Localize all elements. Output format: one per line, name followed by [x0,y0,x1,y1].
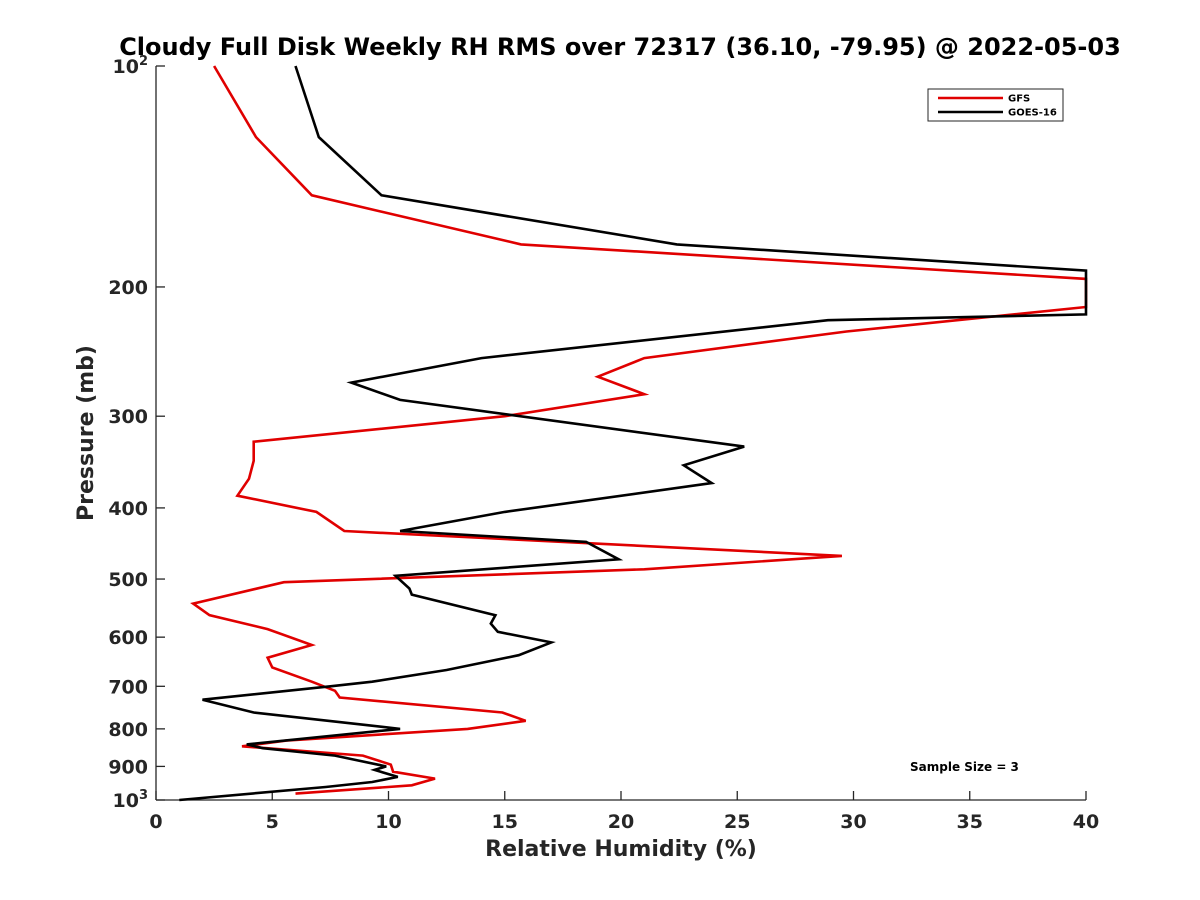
y-tick-label-3: 400 [108,498,148,520]
series-line-gfs [190,65,1088,795]
series-lines [179,65,1088,802]
legend-label-goes16: GOES-16 [1008,108,1057,119]
legend-label-gfs: GFS [1008,94,1030,105]
y-ticks: 102 200 300 400 500 600 700 800 900 103 [108,54,165,812]
x-tick-label-2: 10 [375,811,401,833]
x-tick-label-7: 35 [957,811,983,833]
y-tick-label-5: 600 [108,627,148,649]
x-tick-label-4: 20 [608,811,634,833]
y-tick-label-0: 102 [113,54,149,78]
y-tick-label-4: 500 [108,569,148,591]
legend: GFS GOES-16 [927,88,1064,122]
x-axis-label: Relative Humidity (%) [485,837,757,862]
x-tick-label-3: 15 [492,811,518,833]
y-tick-label-7: 800 [108,719,148,741]
plot-area: 0 5 10 15 20 25 30 35 40 102 200 300 400 500 600 700 80… [108,54,1099,833]
x-tick-label-6: 30 [840,811,866,833]
x-tick-label-1: 5 [266,811,279,833]
y-axis-label: Pressure (mb) [74,345,99,521]
legend-box [927,88,1064,122]
y-tick-label-6: 700 [108,676,148,698]
x-tick-label-0: 0 [149,811,162,833]
series-line-goes-16 [179,65,1088,802]
chart-title: Cloudy Full Disk Weekly RH RMS over 7231… [119,33,1121,61]
y-tick-label-1: 200 [108,277,148,299]
y-tick-label-8: 900 [108,756,148,778]
sample-size-annotation: Sample Size = 3 [910,760,1019,774]
x-ticks: 0 5 10 15 20 25 30 35 40 [149,791,1099,833]
y-tick-label-9: 103 [113,788,149,812]
x-tick-label-5: 25 [724,811,750,833]
x-tick-label-8: 40 [1073,811,1099,833]
y-tick-label-2: 300 [108,406,148,428]
